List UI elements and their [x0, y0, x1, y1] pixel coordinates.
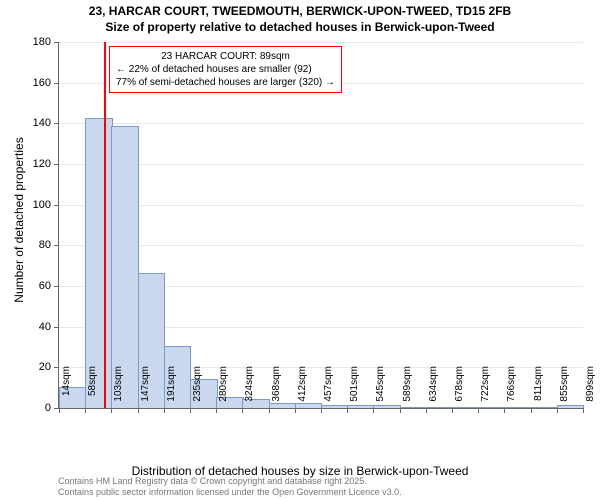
x-tick	[452, 408, 453, 413]
chart-container: 23, HARCAR COURT, TWEEDMOUTH, BERWICK-UP…	[0, 0, 600, 500]
x-tick-label: 766sqm	[506, 366, 517, 414]
chart-title-line1: 23, HARCAR COURT, TWEEDMOUTH, BERWICK-UP…	[0, 0, 600, 20]
y-tick-label: 140	[33, 117, 59, 129]
y-tick-label: 20	[39, 361, 59, 373]
x-tick-label: 368sqm	[271, 366, 282, 414]
y-tick-label: 80	[39, 239, 59, 251]
x-tick	[164, 408, 165, 413]
y-tick-label: 160	[33, 77, 59, 89]
x-tick	[269, 408, 270, 413]
y-tick-label: 100	[33, 199, 59, 211]
chart-title-line2: Size of property relative to detached ho…	[0, 20, 600, 34]
y-tick-label: 180	[33, 36, 59, 48]
x-tick-label: 412sqm	[297, 366, 308, 414]
property-marker-line	[104, 42, 106, 408]
x-tick-label: 280sqm	[218, 366, 229, 414]
histogram-bar	[85, 118, 113, 408]
x-tick	[59, 408, 60, 413]
x-tick-label: 855sqm	[559, 366, 570, 414]
x-tick-label: 103sqm	[113, 366, 124, 414]
y-tick-label: 40	[39, 321, 59, 333]
x-tick	[190, 408, 191, 413]
x-tick-label: 324sqm	[244, 366, 255, 414]
footer-text: Contains HM Land Registry data © Crown c…	[58, 476, 402, 498]
y-axis-title: Number of detached properties	[12, 137, 26, 302]
x-tick-label: 457sqm	[323, 366, 334, 414]
x-tick-label: 58sqm	[87, 366, 98, 414]
x-tick-label: 545sqm	[375, 366, 386, 414]
x-tick-label: 634sqm	[428, 366, 439, 414]
x-tick-label: 811sqm	[533, 366, 544, 414]
y-tick-label: 120	[33, 158, 59, 170]
annotation-line2: ← 22% of detached houses are smaller (92…	[116, 63, 335, 76]
x-tick	[557, 408, 558, 413]
annotation-line1: 23 HARCAR COURT: 89sqm	[116, 50, 335, 63]
y-tick-label: 0	[45, 402, 59, 414]
y-tick-label: 60	[39, 280, 59, 292]
plot-area: 02040608010012014016018014sqm58sqm103sqm…	[58, 42, 583, 409]
x-tick	[583, 408, 584, 413]
x-tick-label: 678sqm	[454, 366, 465, 414]
x-tick	[138, 408, 139, 413]
x-tick	[400, 408, 401, 413]
x-tick-label: 14sqm	[61, 366, 72, 414]
x-tick	[531, 408, 532, 413]
x-tick-label: 722sqm	[480, 366, 491, 414]
gridline	[59, 42, 583, 43]
x-tick-label: 589sqm	[402, 366, 413, 414]
x-tick-label: 147sqm	[140, 366, 151, 414]
x-tick-label: 191sqm	[166, 366, 177, 414]
x-tick	[426, 408, 427, 413]
x-tick-label: 501sqm	[349, 366, 360, 414]
annotation-line3: 77% of semi-detached houses are larger (…	[116, 76, 335, 89]
annotation-box: 23 HARCAR COURT: 89sqm ← 22% of detached…	[109, 46, 342, 93]
gridline	[59, 123, 583, 124]
footer-line1: Contains HM Land Registry data © Crown c…	[58, 476, 402, 487]
x-tick-label: 235sqm	[192, 366, 203, 414]
x-tick	[321, 408, 322, 413]
x-tick-label: 899sqm	[585, 366, 596, 414]
x-tick	[295, 408, 296, 413]
footer-line2: Contains public sector information licen…	[58, 487, 402, 498]
